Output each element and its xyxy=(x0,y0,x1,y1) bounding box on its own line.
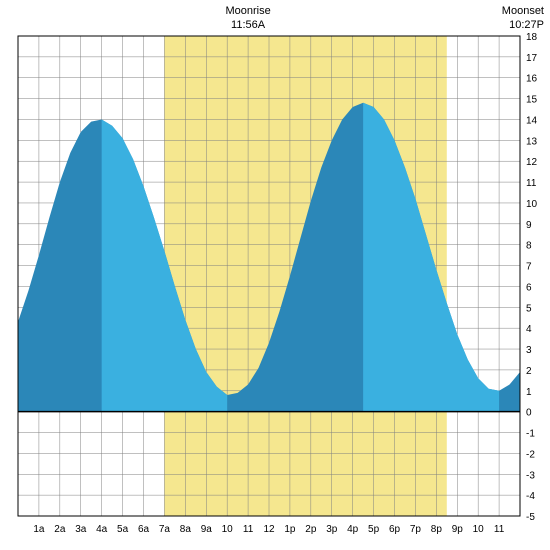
y-axis-label: 10 xyxy=(526,199,538,210)
x-axis-label: 4p xyxy=(347,524,359,535)
moonrise-label: Moonrise xyxy=(225,5,270,17)
y-axis-label: 14 xyxy=(526,115,538,126)
x-axis-label: 7a xyxy=(159,524,171,535)
x-axis-label: 1p xyxy=(284,524,296,535)
x-axis-label: 8p xyxy=(431,524,443,535)
y-axis-label: 9 xyxy=(526,220,532,231)
x-axis-label: 9p xyxy=(452,524,464,535)
x-axis-label: 3a xyxy=(75,524,87,535)
x-axis-label: 2a xyxy=(54,524,66,535)
y-axis-label: 2 xyxy=(526,366,532,377)
y-axis-label: 6 xyxy=(526,282,532,293)
x-axis-label: 11 xyxy=(243,524,254,535)
y-axis-label: 0 xyxy=(526,408,532,419)
y-axis-label: -1 xyxy=(526,429,535,440)
x-axis-label: 10 xyxy=(222,524,234,535)
y-axis-label: 16 xyxy=(526,74,538,85)
x-axis-label: 9a xyxy=(201,524,213,535)
x-axis-label: 5a xyxy=(117,524,129,535)
x-axis-label: 2p xyxy=(305,524,317,535)
x-axis-label: 6a xyxy=(138,524,150,535)
y-axis-label: 17 xyxy=(526,53,538,64)
y-axis-label: 12 xyxy=(526,157,538,168)
moonrise-time: 11:56A xyxy=(231,19,266,31)
y-axis-label: -2 xyxy=(526,449,535,460)
y-axis-label: -4 xyxy=(526,491,535,502)
tide-chart: -5-4-3-2-101234567891011121314151617181a… xyxy=(0,0,550,550)
y-axis-label: 5 xyxy=(526,303,532,314)
y-axis-label: 8 xyxy=(526,241,532,252)
y-axis-label: 1 xyxy=(526,387,532,398)
y-axis-label: 3 xyxy=(526,345,532,356)
x-axis-label: 5p xyxy=(368,524,380,535)
x-axis-label: 12 xyxy=(263,524,275,535)
moonset-label: Moonset xyxy=(502,5,544,17)
y-axis-label: 13 xyxy=(526,136,538,147)
x-axis-label: 11 xyxy=(494,524,505,535)
y-axis-label: 15 xyxy=(526,95,538,106)
x-axis-label: 1a xyxy=(33,524,45,535)
x-axis-label: 8a xyxy=(180,524,192,535)
moonset-time: 10:27P xyxy=(509,19,544,31)
x-axis-label: 4a xyxy=(96,524,108,535)
y-axis-label: 4 xyxy=(526,324,532,335)
x-axis-label: 6p xyxy=(389,524,401,535)
y-axis-label: 18 xyxy=(526,32,538,43)
x-axis-label: 3p xyxy=(326,524,338,535)
x-axis-label: 7p xyxy=(410,524,422,535)
x-axis-label: 10 xyxy=(473,524,485,535)
y-axis-label: 7 xyxy=(526,262,532,273)
y-axis-label: 11 xyxy=(526,178,537,189)
y-axis-label: -3 xyxy=(526,470,535,481)
y-axis-label: -5 xyxy=(526,512,535,523)
chart-svg: -5-4-3-2-101234567891011121314151617181a… xyxy=(0,0,550,550)
